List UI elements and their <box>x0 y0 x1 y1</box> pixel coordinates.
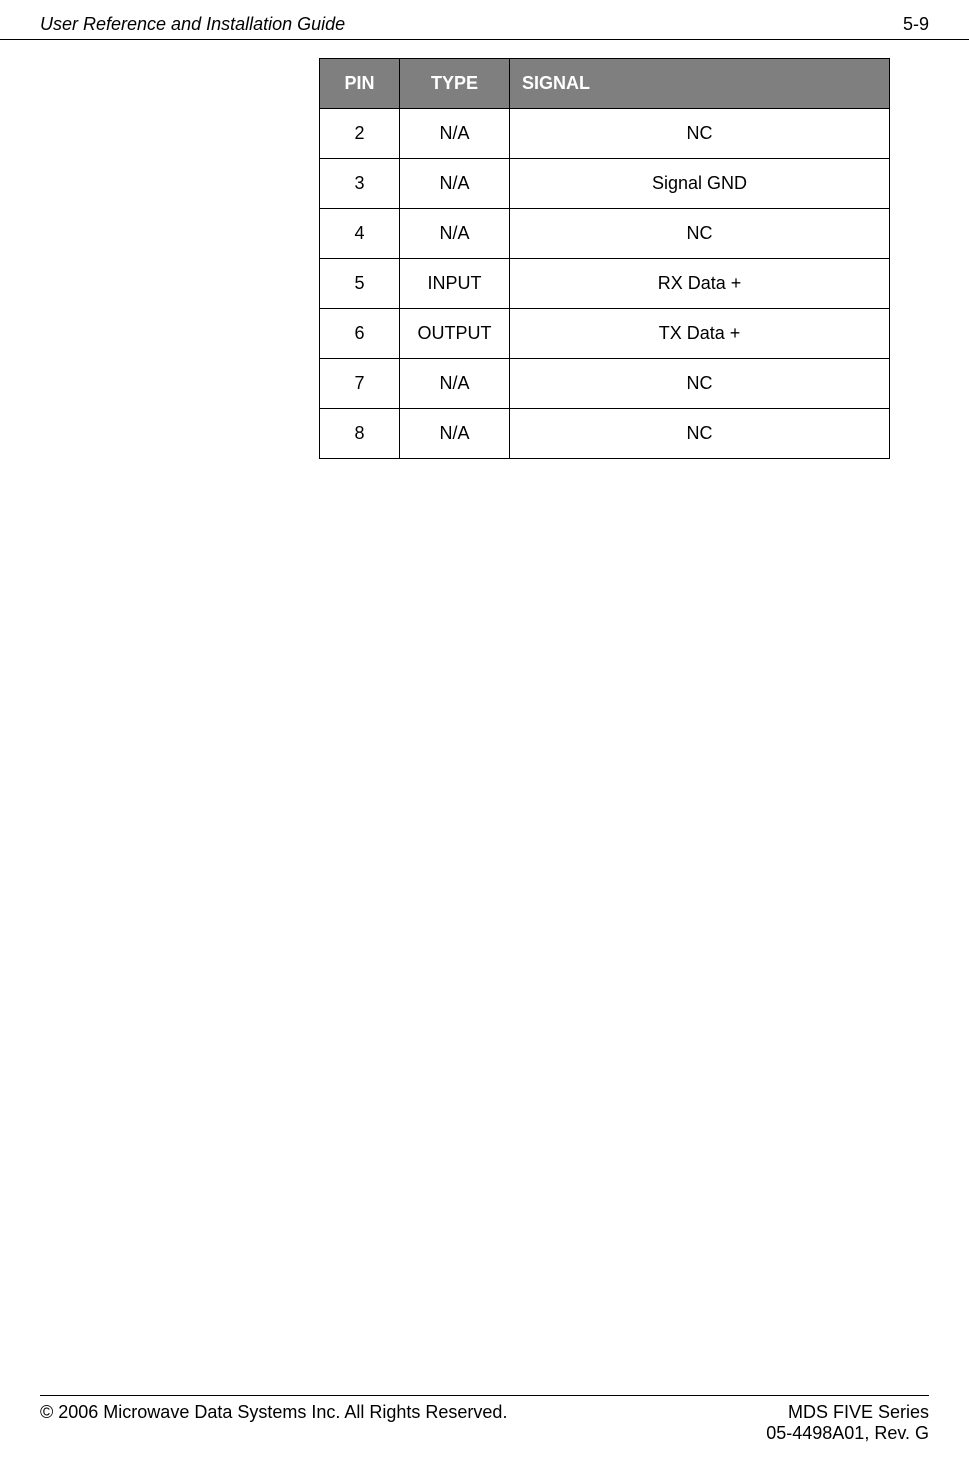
table-row: 6 OUTPUT TX Data + <box>320 309 890 359</box>
pinout-table-wrap: PIN TYPE SIGNAL 2 N/A NC 3 N/A Signal GN… <box>0 58 969 459</box>
footer-left: © 2006 Microwave Data Systems Inc. All R… <box>40 1402 507 1444</box>
footer-docnum: 05-4498A01, Rev. G <box>766 1423 929 1444</box>
cell-signal: NC <box>510 209 890 259</box>
table-row: 7 N/A NC <box>320 359 890 409</box>
page-header: User Reference and Installation Guide 5-… <box>0 0 969 40</box>
cell-type: N/A <box>400 409 510 459</box>
table-row: 5 INPUT RX Data + <box>320 259 890 309</box>
footer-product: MDS FIVE Series <box>766 1402 929 1423</box>
cell-type: N/A <box>400 359 510 409</box>
col-header-pin: PIN <box>320 59 400 109</box>
col-header-type: TYPE <box>400 59 510 109</box>
cell-pin: 6 <box>320 309 400 359</box>
cell-type: N/A <box>400 209 510 259</box>
table-header-row: PIN TYPE SIGNAL <box>320 59 890 109</box>
cell-signal: NC <box>510 359 890 409</box>
page-footer: © 2006 Microwave Data Systems Inc. All R… <box>40 1395 929 1444</box>
cell-pin: 4 <box>320 209 400 259</box>
cell-type: OUTPUT <box>400 309 510 359</box>
cell-signal: NC <box>510 109 890 159</box>
table-row: 4 N/A NC <box>320 209 890 259</box>
header-page-number: 5-9 <box>903 14 929 35</box>
cell-signal: Signal GND <box>510 159 890 209</box>
cell-type: N/A <box>400 159 510 209</box>
header-title: User Reference and Installation Guide <box>40 14 345 35</box>
pinout-table: PIN TYPE SIGNAL 2 N/A NC 3 N/A Signal GN… <box>319 58 890 459</box>
cell-pin: 2 <box>320 109 400 159</box>
cell-type: N/A <box>400 109 510 159</box>
footer-right: MDS FIVE Series 05-4498A01, Rev. G <box>766 1402 929 1444</box>
cell-pin: 8 <box>320 409 400 459</box>
cell-pin: 5 <box>320 259 400 309</box>
cell-pin: 3 <box>320 159 400 209</box>
col-header-signal: SIGNAL <box>510 59 890 109</box>
table-row: 8 N/A NC <box>320 409 890 459</box>
table-row: 3 N/A Signal GND <box>320 159 890 209</box>
cell-signal: TX Data + <box>510 309 890 359</box>
cell-signal: NC <box>510 409 890 459</box>
table-row: 2 N/A NC <box>320 109 890 159</box>
cell-pin: 7 <box>320 359 400 409</box>
cell-type: INPUT <box>400 259 510 309</box>
cell-signal: RX Data + <box>510 259 890 309</box>
